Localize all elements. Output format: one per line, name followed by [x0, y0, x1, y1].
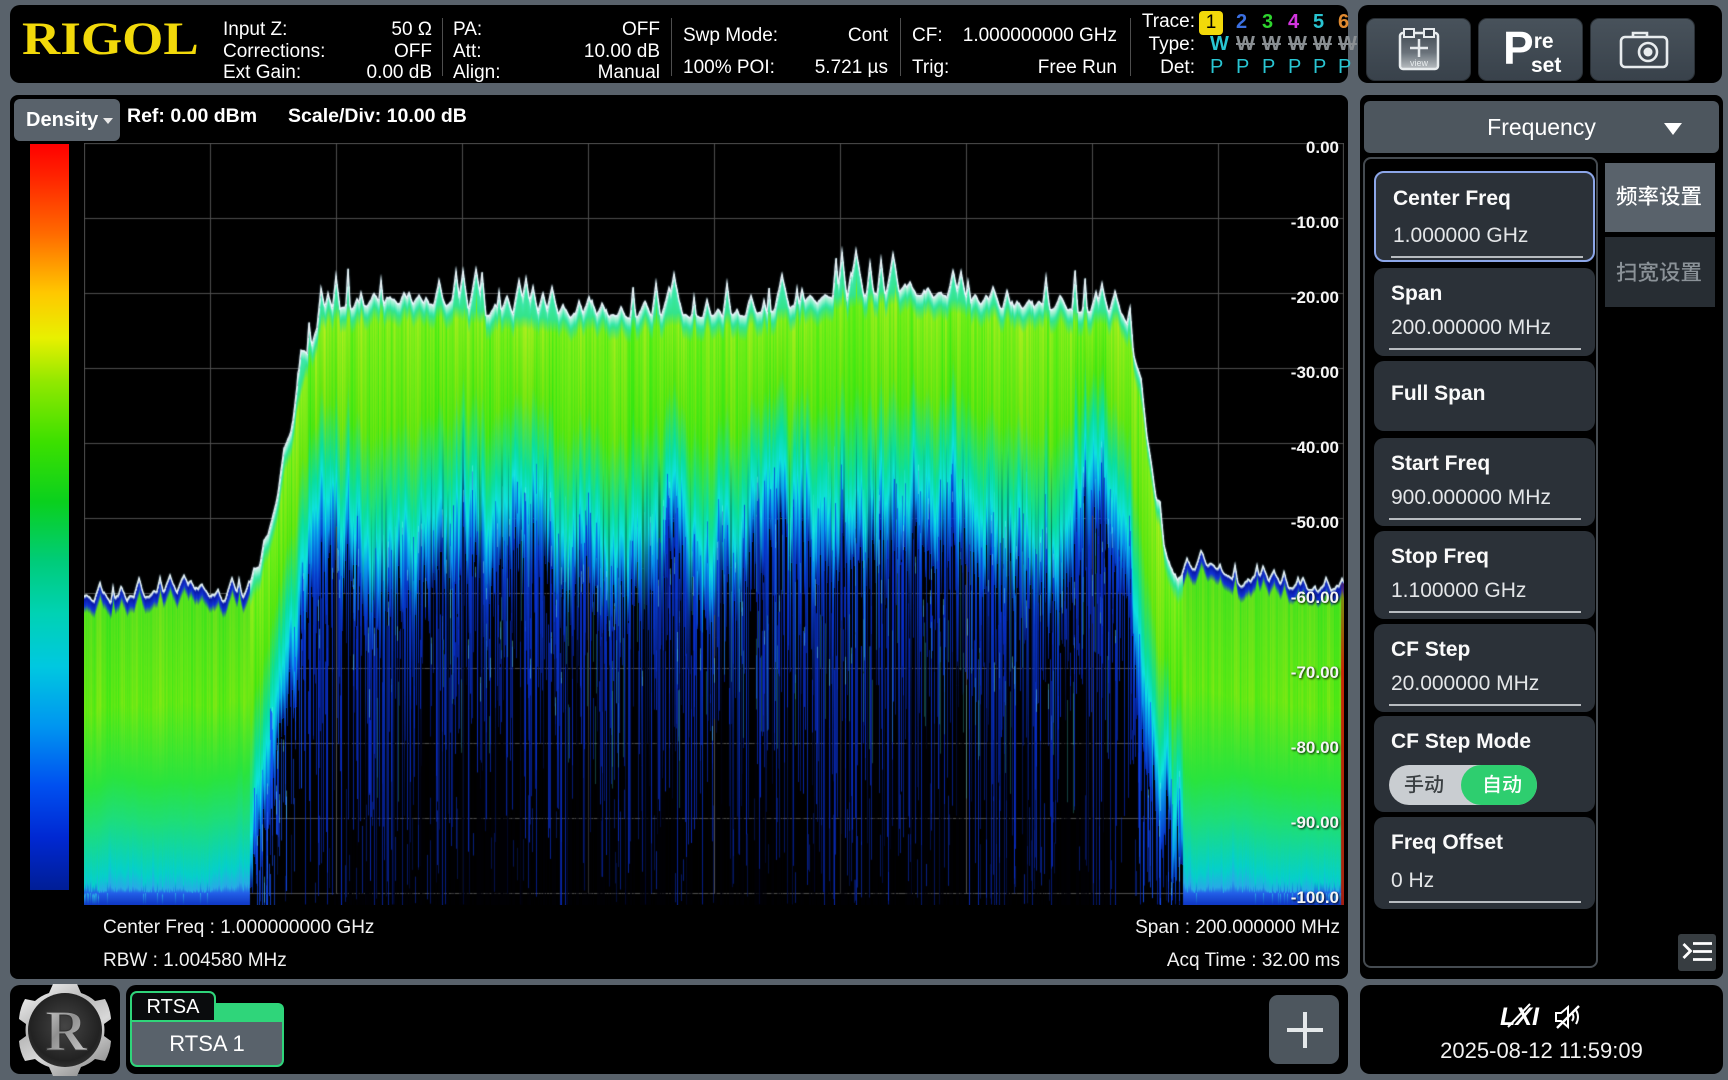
svg-text:view: view — [1410, 58, 1429, 68]
svg-text:R: R — [45, 998, 88, 1063]
